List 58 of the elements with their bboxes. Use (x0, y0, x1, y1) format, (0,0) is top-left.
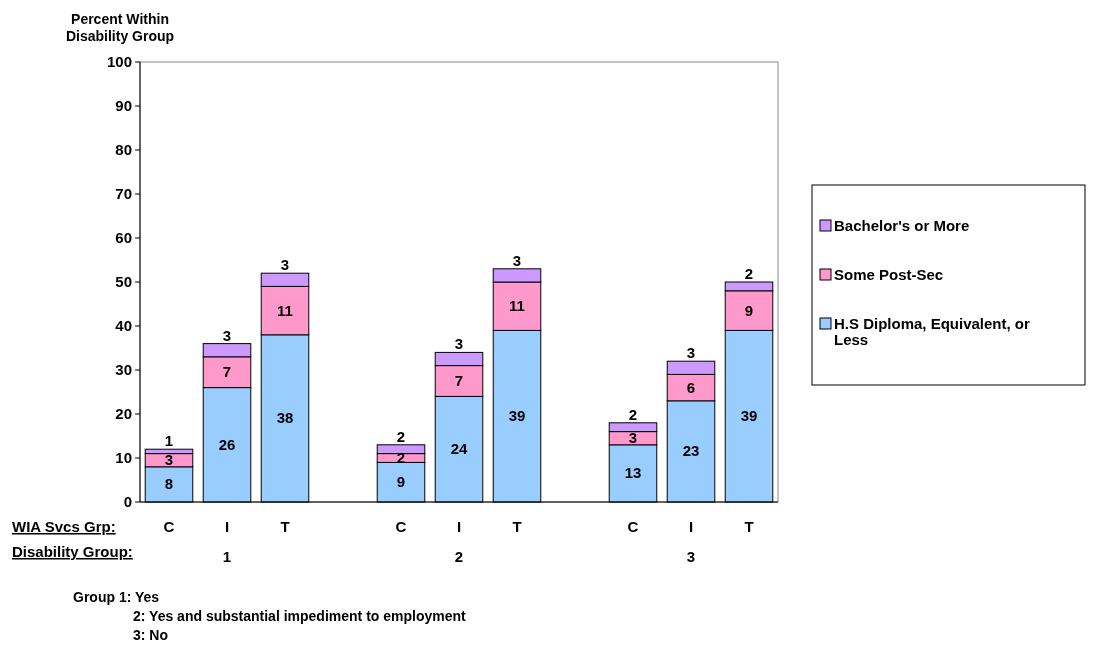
y-tick-label: 70 (115, 185, 132, 202)
data-label: 6 (686, 378, 696, 396)
x-tick-label: T (512, 518, 522, 535)
y-tick-label: 50 (115, 273, 132, 290)
data-label: 26 (218, 435, 236, 453)
data-label: 3 (512, 251, 522, 269)
x-tick-label: I (224, 518, 230, 535)
data-label: 7 (454, 372, 464, 389)
x-tick-label: C (395, 518, 407, 535)
data-label: 3 (280, 256, 290, 274)
legend-label: H.S Diploma, Equivalent, or Less (834, 315, 1031, 348)
y-tick-label: 20 (115, 405, 132, 422)
legend-label: Some Post-Sec (834, 266, 944, 283)
y-tick-label: 60 (115, 229, 132, 246)
x-tick-label: T (280, 518, 290, 535)
x-tick-label: C (627, 518, 639, 535)
data-label: 3 (222, 326, 232, 344)
x-tick-label: T (744, 518, 754, 535)
legend-label: Bachelor's or More (834, 217, 970, 234)
data-label: 7 (222, 363, 232, 381)
data-label: 11 (509, 297, 525, 315)
text: Disability Group: (12, 543, 133, 560)
y-tick-label: 100 (106, 53, 132, 70)
data-label: 2 (744, 265, 754, 282)
data-label: 13 (624, 464, 642, 482)
data-label: 24 (450, 440, 468, 458)
data-label: 3 (454, 335, 464, 353)
data-label: 3 (628, 429, 638, 447)
data-label: 3 (164, 451, 174, 469)
y-tick-label: 30 (115, 361, 132, 378)
x-tick-label: C (163, 518, 175, 535)
data-label: 9 (744, 301, 754, 319)
y-tick-label: 10 (115, 449, 132, 466)
data-label: 9 (396, 473, 406, 491)
data-label: 11 (277, 301, 293, 319)
y-tick-label: 40 (115, 317, 132, 334)
x-tick-label: I (688, 518, 694, 535)
text: Group 1: Yes (73, 589, 160, 605)
data-label: 38 (276, 409, 294, 427)
data-label: 2 (396, 427, 406, 445)
x-tick-label: I (456, 518, 462, 535)
y-tick-label: 80 (115, 141, 132, 158)
text: 2: Yes and substantial impediment to employment (133, 608, 467, 624)
text: 3 (686, 548, 696, 565)
text: 3: No (133, 627, 168, 643)
text: WIA Svcs Grp: (12, 518, 116, 535)
data-label: 39 (740, 407, 758, 425)
data-label: 23 (682, 442, 700, 460)
y-tick-label: 90 (115, 97, 132, 114)
data-label: 8 (164, 475, 174, 493)
text: 2 (454, 548, 464, 565)
y-tick-label: 0 (123, 493, 132, 510)
data-label: 1 (164, 432, 174, 450)
data-label: 2 (628, 405, 638, 423)
y-axis-title: Percent Within Disability Group (65, 11, 175, 44)
text: 1 (222, 548, 232, 565)
data-label: 39 (508, 407, 526, 425)
data-label: 3 (686, 344, 696, 362)
